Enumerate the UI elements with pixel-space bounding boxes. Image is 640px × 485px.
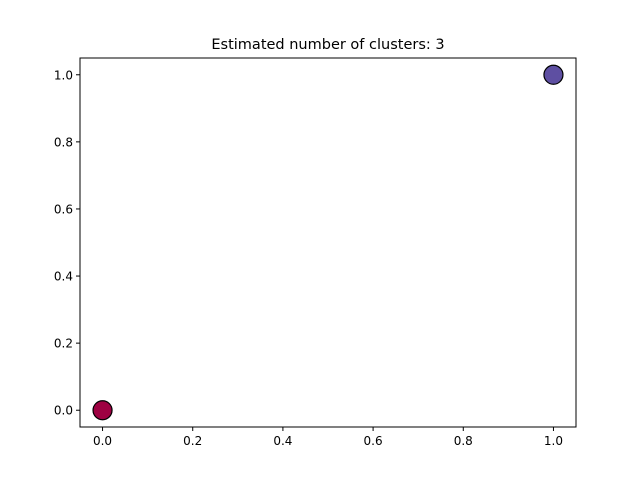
- x-tick-label: 0.8: [454, 434, 473, 448]
- x-tick-label: 0.4: [273, 434, 292, 448]
- y-tick-label: 0.6: [54, 202, 73, 216]
- y-tick-label: 0.2: [54, 337, 73, 351]
- data-point: [543, 64, 564, 85]
- y-tick-label: 0.8: [54, 135, 73, 149]
- x-tick-label: 0.6: [364, 434, 383, 448]
- y-tick-label: 1.0: [54, 68, 73, 82]
- data-point: [92, 400, 113, 421]
- chart-title: Estimated number of clusters: 3: [211, 37, 444, 53]
- y-tick-label: 0.0: [54, 404, 73, 418]
- y-tick-label: 0.4: [54, 270, 73, 284]
- x-tick-label: 0.2: [183, 434, 202, 448]
- axes-frame: [79, 57, 577, 428]
- x-tick-label: 0.0: [93, 434, 112, 448]
- x-tick-label: 1.0: [544, 434, 563, 448]
- plot-area: 0.0 0.2 0.4 0.6 0.8 1.0 0.0 0.2 0.4 0.6 0.8 1.0: [54, 57, 577, 448]
